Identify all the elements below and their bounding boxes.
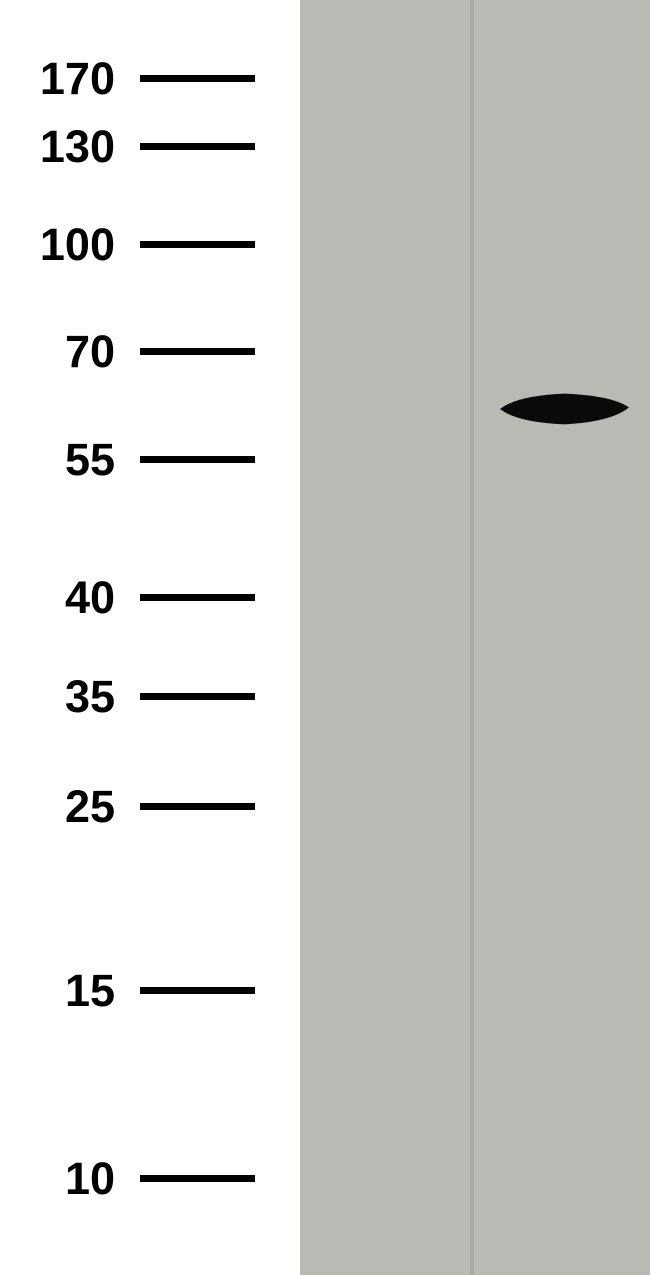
marker-tick xyxy=(140,693,255,700)
marker-label: 40 xyxy=(0,572,115,624)
marker-25kda: 25 xyxy=(0,781,255,833)
marker-100kda: 100 xyxy=(0,219,255,271)
marker-tick xyxy=(140,143,255,150)
marker-15kda: 15 xyxy=(0,965,255,1017)
marker-label: 130 xyxy=(0,121,115,173)
marker-tick xyxy=(140,594,255,601)
molecular-weight-ladder: 170 130 100 70 55 40 35 25 15 10 xyxy=(0,0,300,1275)
marker-170kda: 170 xyxy=(0,53,255,105)
marker-130kda: 130 xyxy=(0,121,255,173)
marker-tick xyxy=(140,75,255,82)
marker-70kda: 70 xyxy=(0,326,255,378)
marker-tick xyxy=(140,456,255,463)
gel-membrane xyxy=(300,0,650,1275)
lane-divider xyxy=(470,0,474,1275)
marker-tick xyxy=(140,987,255,994)
marker-label: 170 xyxy=(0,53,115,105)
protein-band xyxy=(497,393,632,425)
marker-label: 70 xyxy=(0,326,115,378)
marker-55kda: 55 xyxy=(0,434,255,486)
marker-10kda: 10 xyxy=(0,1153,255,1205)
marker-tick xyxy=(140,348,255,355)
marker-label: 10 xyxy=(0,1153,115,1205)
marker-label: 25 xyxy=(0,781,115,833)
marker-label: 15 xyxy=(0,965,115,1017)
marker-label: 100 xyxy=(0,219,115,271)
marker-35kda: 35 xyxy=(0,671,255,723)
marker-40kda: 40 xyxy=(0,572,255,624)
marker-label: 55 xyxy=(0,434,115,486)
marker-tick xyxy=(140,1175,255,1182)
marker-tick xyxy=(140,803,255,810)
marker-label: 35 xyxy=(0,671,115,723)
marker-tick xyxy=(140,241,255,248)
